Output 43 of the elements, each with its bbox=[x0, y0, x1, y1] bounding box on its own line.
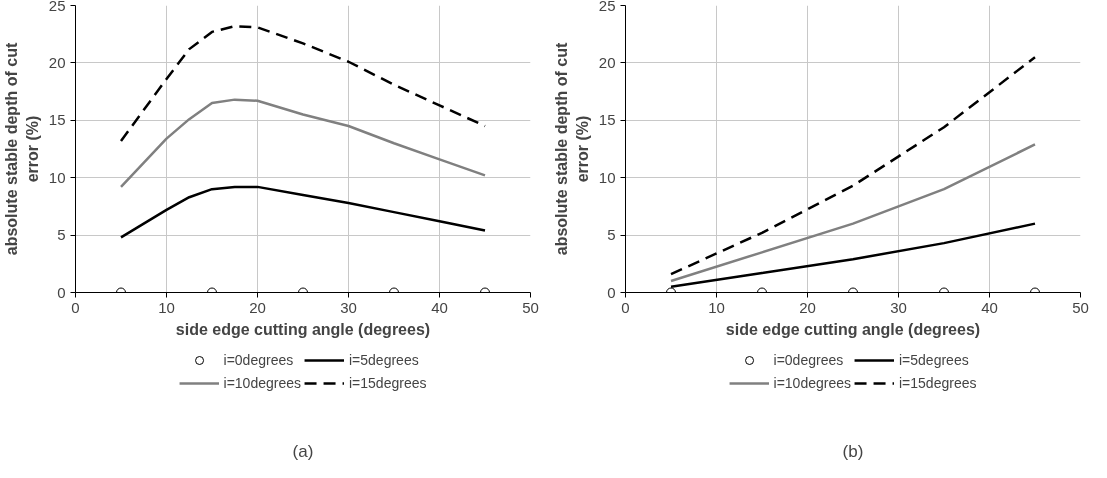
x-tick-label: 50 bbox=[1072, 298, 1089, 316]
y-tick-label: 25 bbox=[598, 0, 616, 14]
y-tick-label: 20 bbox=[48, 53, 66, 71]
text: (b) bbox=[842, 441, 864, 461]
legend-label: i=5degrees bbox=[349, 352, 419, 368]
y-tick-label: 5 bbox=[607, 226, 616, 244]
line-series bbox=[119, 24, 487, 143]
x-tick-label: 30 bbox=[890, 298, 907, 316]
y-tick-label: 10 bbox=[48, 168, 66, 186]
x-axis-title: side edge cutting angle (degrees) bbox=[725, 320, 981, 338]
legend-label: i=15degrees bbox=[349, 375, 427, 391]
x-tick-label: 40 bbox=[431, 298, 448, 316]
x-tick-label: 20 bbox=[249, 298, 266, 316]
x-tick-label: 40 bbox=[981, 298, 998, 316]
x-tick-label: 0 bbox=[71, 298, 80, 316]
line-series bbox=[669, 55, 1037, 276]
y-tick-label: 25 bbox=[48, 0, 66, 14]
y-axis-title: absolute stable depth of cut error (%) bbox=[553, 42, 591, 256]
line-series bbox=[669, 143, 1037, 283]
line-series bbox=[119, 185, 487, 239]
legend-label: i=10degrees bbox=[223, 375, 301, 391]
y-tick-label: 0 bbox=[607, 283, 616, 301]
x-tick-label: 10 bbox=[708, 298, 725, 316]
y-tick-label: 5 bbox=[57, 226, 66, 244]
legend-label: i=5degrees bbox=[899, 352, 969, 368]
y-tick-label: 20 bbox=[598, 53, 616, 71]
x-tick-label: 50 bbox=[522, 298, 539, 316]
line-series bbox=[119, 98, 487, 189]
x-tick-label: 10 bbox=[158, 298, 175, 316]
legend-label: i=0degrees bbox=[223, 352, 294, 368]
y-axis-title: absolute stable depth of cut error (%) bbox=[3, 42, 41, 256]
y-tick-label: 15 bbox=[598, 111, 616, 129]
x-tick-label: 0 bbox=[621, 298, 630, 316]
legend-label: i=15degrees bbox=[899, 375, 977, 391]
text: (a) bbox=[292, 441, 314, 461]
x-tick-label: 30 bbox=[340, 298, 357, 316]
legend-label: i=0degrees bbox=[773, 352, 844, 368]
x-tick-label: 20 bbox=[799, 298, 816, 316]
legend-label: i=10degrees bbox=[773, 375, 851, 391]
y-tick-label: 15 bbox=[48, 111, 66, 129]
y-tick-label: 0 bbox=[57, 283, 66, 301]
x-axis-title: side edge cutting angle (degrees) bbox=[175, 320, 431, 338]
y-tick-label: 10 bbox=[598, 168, 616, 186]
